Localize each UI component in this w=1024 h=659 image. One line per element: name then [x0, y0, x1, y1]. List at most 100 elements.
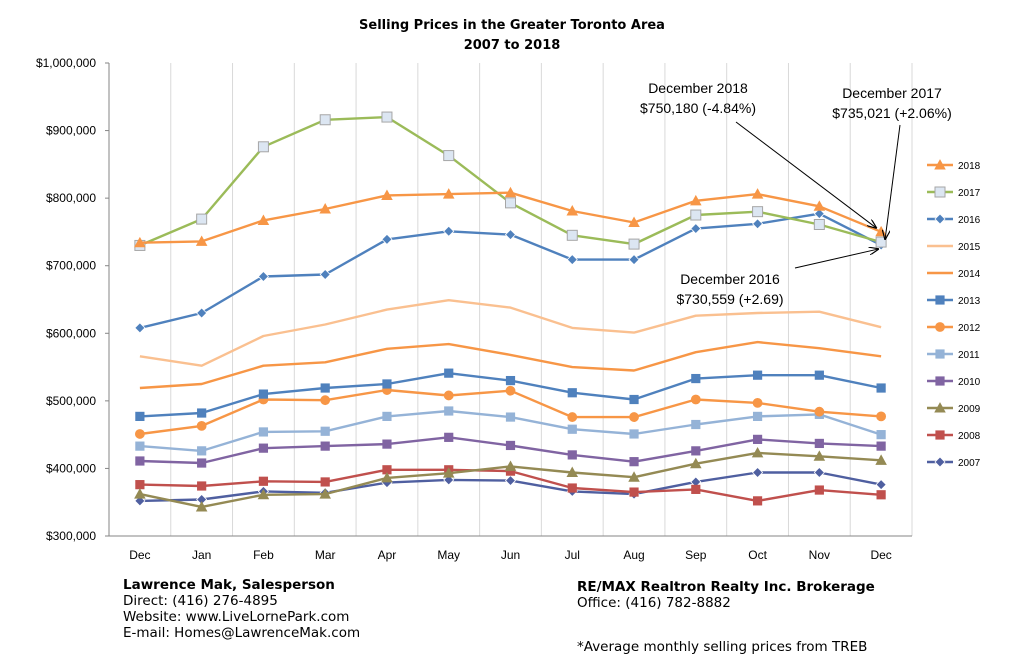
- data-point: [504, 475, 517, 487]
- data-point: [814, 406, 825, 417]
- data-point: [875, 479, 887, 491]
- annotation-1: December 2018 $750,180 (-4.84%): [640, 80, 876, 228]
- data-point: [320, 426, 330, 436]
- agent-website: Website: www.LiveLornePark.com: [123, 609, 350, 625]
- data-point: [505, 412, 516, 422]
- data-point: [382, 379, 392, 389]
- data-point: [567, 412, 578, 422]
- agent-name: Lawrence Mak, Salesperson: [123, 577, 335, 593]
- data-point: [319, 488, 331, 499]
- legend-marker: [935, 376, 945, 386]
- data-point: [691, 373, 701, 384]
- legend-marker: [935, 295, 945, 305]
- brokerage-name: RE/MAX Realtron Realty Inc. Brokerage: [577, 579, 875, 595]
- legend-label: 2012: [958, 323, 981, 334]
- legend-item-2009: 2009: [927, 402, 981, 415]
- legend-label: 2008: [958, 431, 981, 442]
- x-tick-label: Jun: [501, 548, 520, 562]
- data-point: [504, 460, 517, 471]
- data-point: [135, 456, 145, 466]
- legend-item-2018: 2018: [927, 159, 981, 172]
- y-tick-label: $300,000: [46, 529, 96, 543]
- x-axis: Dec Jan Feb Mar Apr May Jun Jul Aug Sep Oct Nov Dec: [129, 548, 892, 562]
- data-point: [628, 471, 640, 482]
- data-point: [752, 218, 764, 230]
- series-line: [139, 115, 882, 247]
- data-point: [134, 429, 145, 439]
- data-point: [442, 467, 455, 478]
- data-point: [690, 194, 702, 206]
- agent-info: Lawrence Mak, Salesperson Direct: (416) …: [123, 577, 360, 641]
- legend-marker: [934, 213, 946, 225]
- y-tick-label: $500,000: [46, 394, 96, 408]
- data-point: [876, 441, 886, 451]
- data-point: [258, 443, 269, 453]
- legend-marker: [934, 159, 946, 170]
- legend-item-2012: 2012: [927, 322, 981, 334]
- data-point: [690, 394, 701, 405]
- annotation-arrow: [794, 249, 878, 269]
- y-tick-label: $700,000: [46, 259, 96, 273]
- legend-label: 2017: [958, 188, 981, 199]
- x-tick-label: Jan: [192, 548, 211, 562]
- legend-label: 2013: [958, 296, 981, 307]
- agent-email: E-mail: Homes@LawrenceMak.com: [123, 625, 361, 641]
- data-point: [752, 397, 763, 408]
- data-point: [135, 441, 145, 451]
- data-point: [567, 424, 577, 434]
- data-point: [381, 189, 393, 200]
- data-point: [751, 188, 764, 199]
- data-point: [258, 389, 269, 399]
- legend-marker: [935, 430, 945, 440]
- x-tick-label: Apr: [378, 548, 397, 562]
- series-layer: [134, 111, 887, 512]
- legend-label: 2011: [958, 350, 980, 361]
- agent-direct-phone: Direct: (416) 276-4895: [123, 593, 278, 609]
- data-point: [382, 411, 392, 421]
- y-tick-label: $900,000: [46, 124, 96, 138]
- data-point: [876, 430, 886, 440]
- y-tick-label: $800,000: [46, 191, 96, 205]
- source-note: *Average monthly selling prices from TRE…: [577, 639, 868, 655]
- data-point: [257, 141, 269, 153]
- data-point: [320, 395, 331, 406]
- data-point: [628, 216, 640, 227]
- data-point: [444, 406, 454, 416]
- legend-label: 2010: [958, 377, 981, 388]
- data-point: [320, 383, 330, 393]
- data-point: [691, 446, 701, 456]
- chart-subtitle: 2007 to 2018: [464, 38, 561, 53]
- data-point: [381, 233, 393, 245]
- data-point: [320, 441, 330, 451]
- data-point: [381, 471, 393, 483]
- series-2009: [134, 446, 887, 512]
- data-point: [257, 488, 270, 500]
- series-line: [139, 388, 882, 436]
- data-point: [690, 222, 702, 235]
- series-2012: [134, 385, 887, 439]
- series-2010: [135, 432, 886, 468]
- data-point: [628, 254, 640, 266]
- data-point: [197, 481, 207, 491]
- y-axis: $300,000 $400,000 $500,000 $600,000 $700,000…: [36, 56, 109, 543]
- x-tick-label: Sep: [685, 548, 707, 562]
- data-point: [566, 466, 579, 477]
- brokerage-info: RE/MAX Realtron Realty Inc. Brokerage Of…: [577, 579, 875, 611]
- data-point: [814, 370, 824, 380]
- data-point: [690, 457, 702, 469]
- data-point: [196, 213, 208, 225]
- annotation-text: December 2018: [648, 80, 748, 96]
- series-line: [139, 299, 882, 367]
- data-point: [629, 412, 639, 422]
- x-tick-label: Jul: [565, 548, 580, 562]
- legend-marker: [935, 322, 945, 332]
- annotation-text: $750,180 (-4.84%): [640, 100, 756, 116]
- data-point: [567, 483, 577, 493]
- data-point: [443, 150, 455, 162]
- legend-label: 2007: [958, 458, 981, 469]
- data-point: [691, 484, 701, 494]
- data-point: [320, 477, 330, 487]
- data-point: [566, 229, 578, 241]
- x-tick-label: Feb: [253, 548, 274, 562]
- data-point: [197, 446, 207, 456]
